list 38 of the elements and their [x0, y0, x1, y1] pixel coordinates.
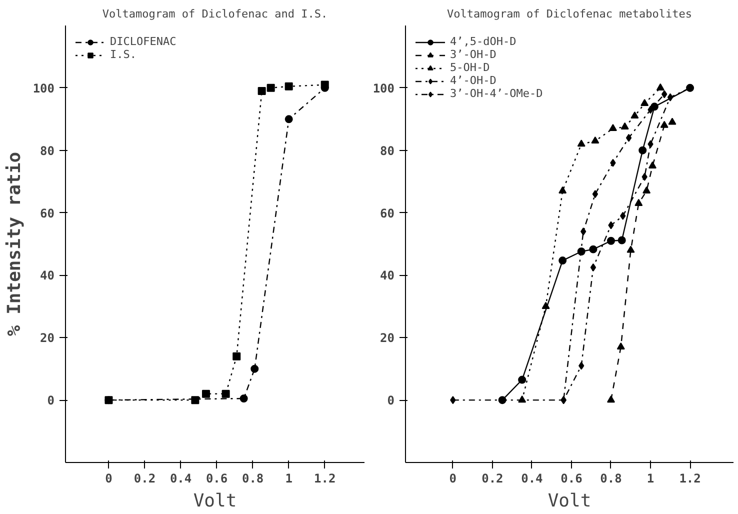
y-tick-label: 0 [47, 394, 55, 408]
y-tick-label: 80 [380, 144, 395, 158]
x-tick-label: 1 [285, 472, 292, 486]
y-tick-label: 60 [380, 206, 395, 220]
x-tick-label: 0.4 [170, 472, 192, 486]
y-tick-label: 40 [40, 268, 55, 283]
legend-label: 4’,5-dOH-D [450, 35, 516, 48]
legend-label: I.S. [110, 48, 136, 61]
y-tick-label: 20 [40, 331, 55, 346]
legend-label: DICLOFENAC [110, 35, 176, 48]
y-axis-title: % Intensity ratio [4, 152, 25, 336]
y-tick-label: 20 [380, 331, 395, 346]
x-tick-label: 0 [449, 472, 457, 486]
x-axis-title: Volt [548, 490, 592, 512]
legend-label: 4’-OH-D [450, 74, 496, 87]
y-tick-label: 40 [380, 268, 395, 283]
x-axis-title: Volt [193, 490, 237, 512]
x-tick-label: 1 [646, 472, 654, 486]
x-tick-label: 0.6 [206, 472, 228, 486]
legend-label: 3’-OH-4’-OMe-D [450, 87, 543, 100]
chart-title: Voltamogram of Diclofenac and I.S. [102, 8, 328, 20]
x-tick-label: 0.8 [242, 472, 264, 486]
y-tick-label: 100 [372, 81, 395, 96]
y-tick-label: 100 [32, 81, 55, 96]
y-tick-label: 60 [40, 206, 55, 220]
x-tick-label: 0.2 [482, 472, 504, 486]
x-tick-label: 0.2 [134, 472, 156, 486]
y-tick-label: 0 [387, 394, 395, 408]
legend-label: 3’-OH-D [450, 48, 496, 61]
x-tick-label: 0 [105, 472, 112, 486]
x-tick-label: 1.2 [314, 472, 336, 486]
x-tick-label: 0.8 [600, 472, 622, 486]
x-tick-label: 1.2 [679, 472, 701, 486]
x-tick-label: 0.6 [560, 472, 582, 486]
x-tick-label: 0.4 [521, 472, 543, 486]
y-tick-label: 80 [40, 144, 55, 158]
chart-title: Voltamogram of Diclofenac metabolites [446, 8, 692, 20]
legend-label: 5-OH-D [450, 61, 490, 74]
